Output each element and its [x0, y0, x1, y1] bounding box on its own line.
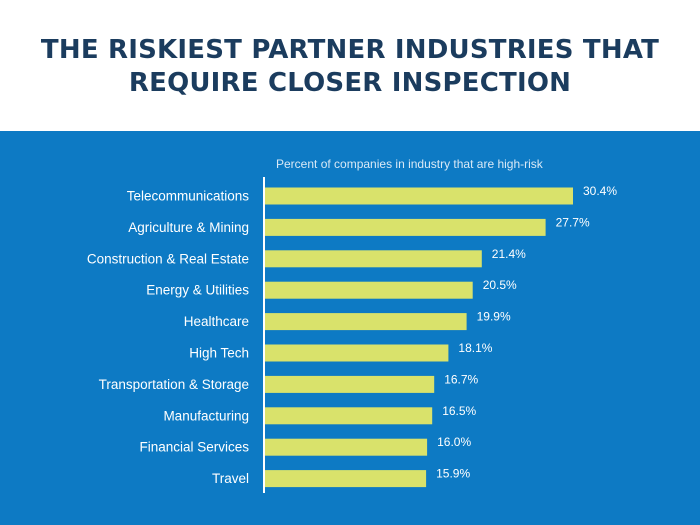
value-label: 16.5%: [442, 404, 476, 418]
bar-healthcare: [265, 313, 467, 331]
chart-panel: Percent of companies in industry that ar…: [0, 131, 700, 525]
value-label: 16.0%: [437, 435, 471, 449]
bar-chart: Percent of companies in industry that ar…: [87, 157, 617, 493]
category-label: Agriculture & Mining: [128, 220, 249, 235]
bar-travel: [265, 470, 427, 488]
header: THE RISKIEST PARTNER INDUSTRIES THAT REQ…: [0, 0, 700, 131]
bar-high-tech: [265, 344, 449, 362]
bar-financial-services: [265, 438, 428, 456]
bar-transportation-storage: [265, 375, 435, 393]
category-label: Construction & Real Estate: [87, 251, 249, 266]
category-label: Telecommunications: [127, 189, 250, 204]
category-label: Travel: [212, 471, 249, 486]
bar-agriculture-mining: [265, 218, 546, 236]
bar-energy-utilities: [265, 281, 473, 299]
bar-telecommunications: [265, 187, 573, 205]
category-label: High Tech: [189, 346, 249, 361]
value-label: 20.5%: [483, 278, 517, 292]
value-label: 21.4%: [492, 247, 526, 261]
bar-group: Telecommunications 30.4% Agriculture & Min…: [87, 184, 617, 488]
category-label: Manufacturing: [163, 408, 249, 423]
value-label: 30.4%: [583, 184, 617, 198]
category-label: Energy & Utilities: [146, 283, 249, 298]
category-label: Healthcare: [184, 314, 249, 329]
value-label: 18.1%: [458, 341, 492, 355]
bar-construction-real-estate: [265, 250, 482, 268]
page-title: THE RISKIEST PARTNER INDUSTRIES THAT REQ…: [0, 34, 700, 100]
value-label: 16.7%: [444, 372, 478, 386]
title-line-1: THE RISKIEST PARTNER INDUSTRIES THAT: [40, 35, 660, 65]
title-line-2: REQUIRE CLOSER INSPECTION: [128, 68, 572, 98]
value-label: 27.7%: [556, 215, 590, 229]
value-label: 15.9%: [436, 467, 470, 481]
bar-manufacturing: [265, 407, 433, 425]
category-label: Transportation & Storage: [99, 377, 249, 392]
category-label: Financial Services: [139, 440, 249, 455]
chart-subtitle: Percent of companies in industry that ar…: [276, 157, 544, 171]
value-label: 19.9%: [477, 310, 511, 324]
